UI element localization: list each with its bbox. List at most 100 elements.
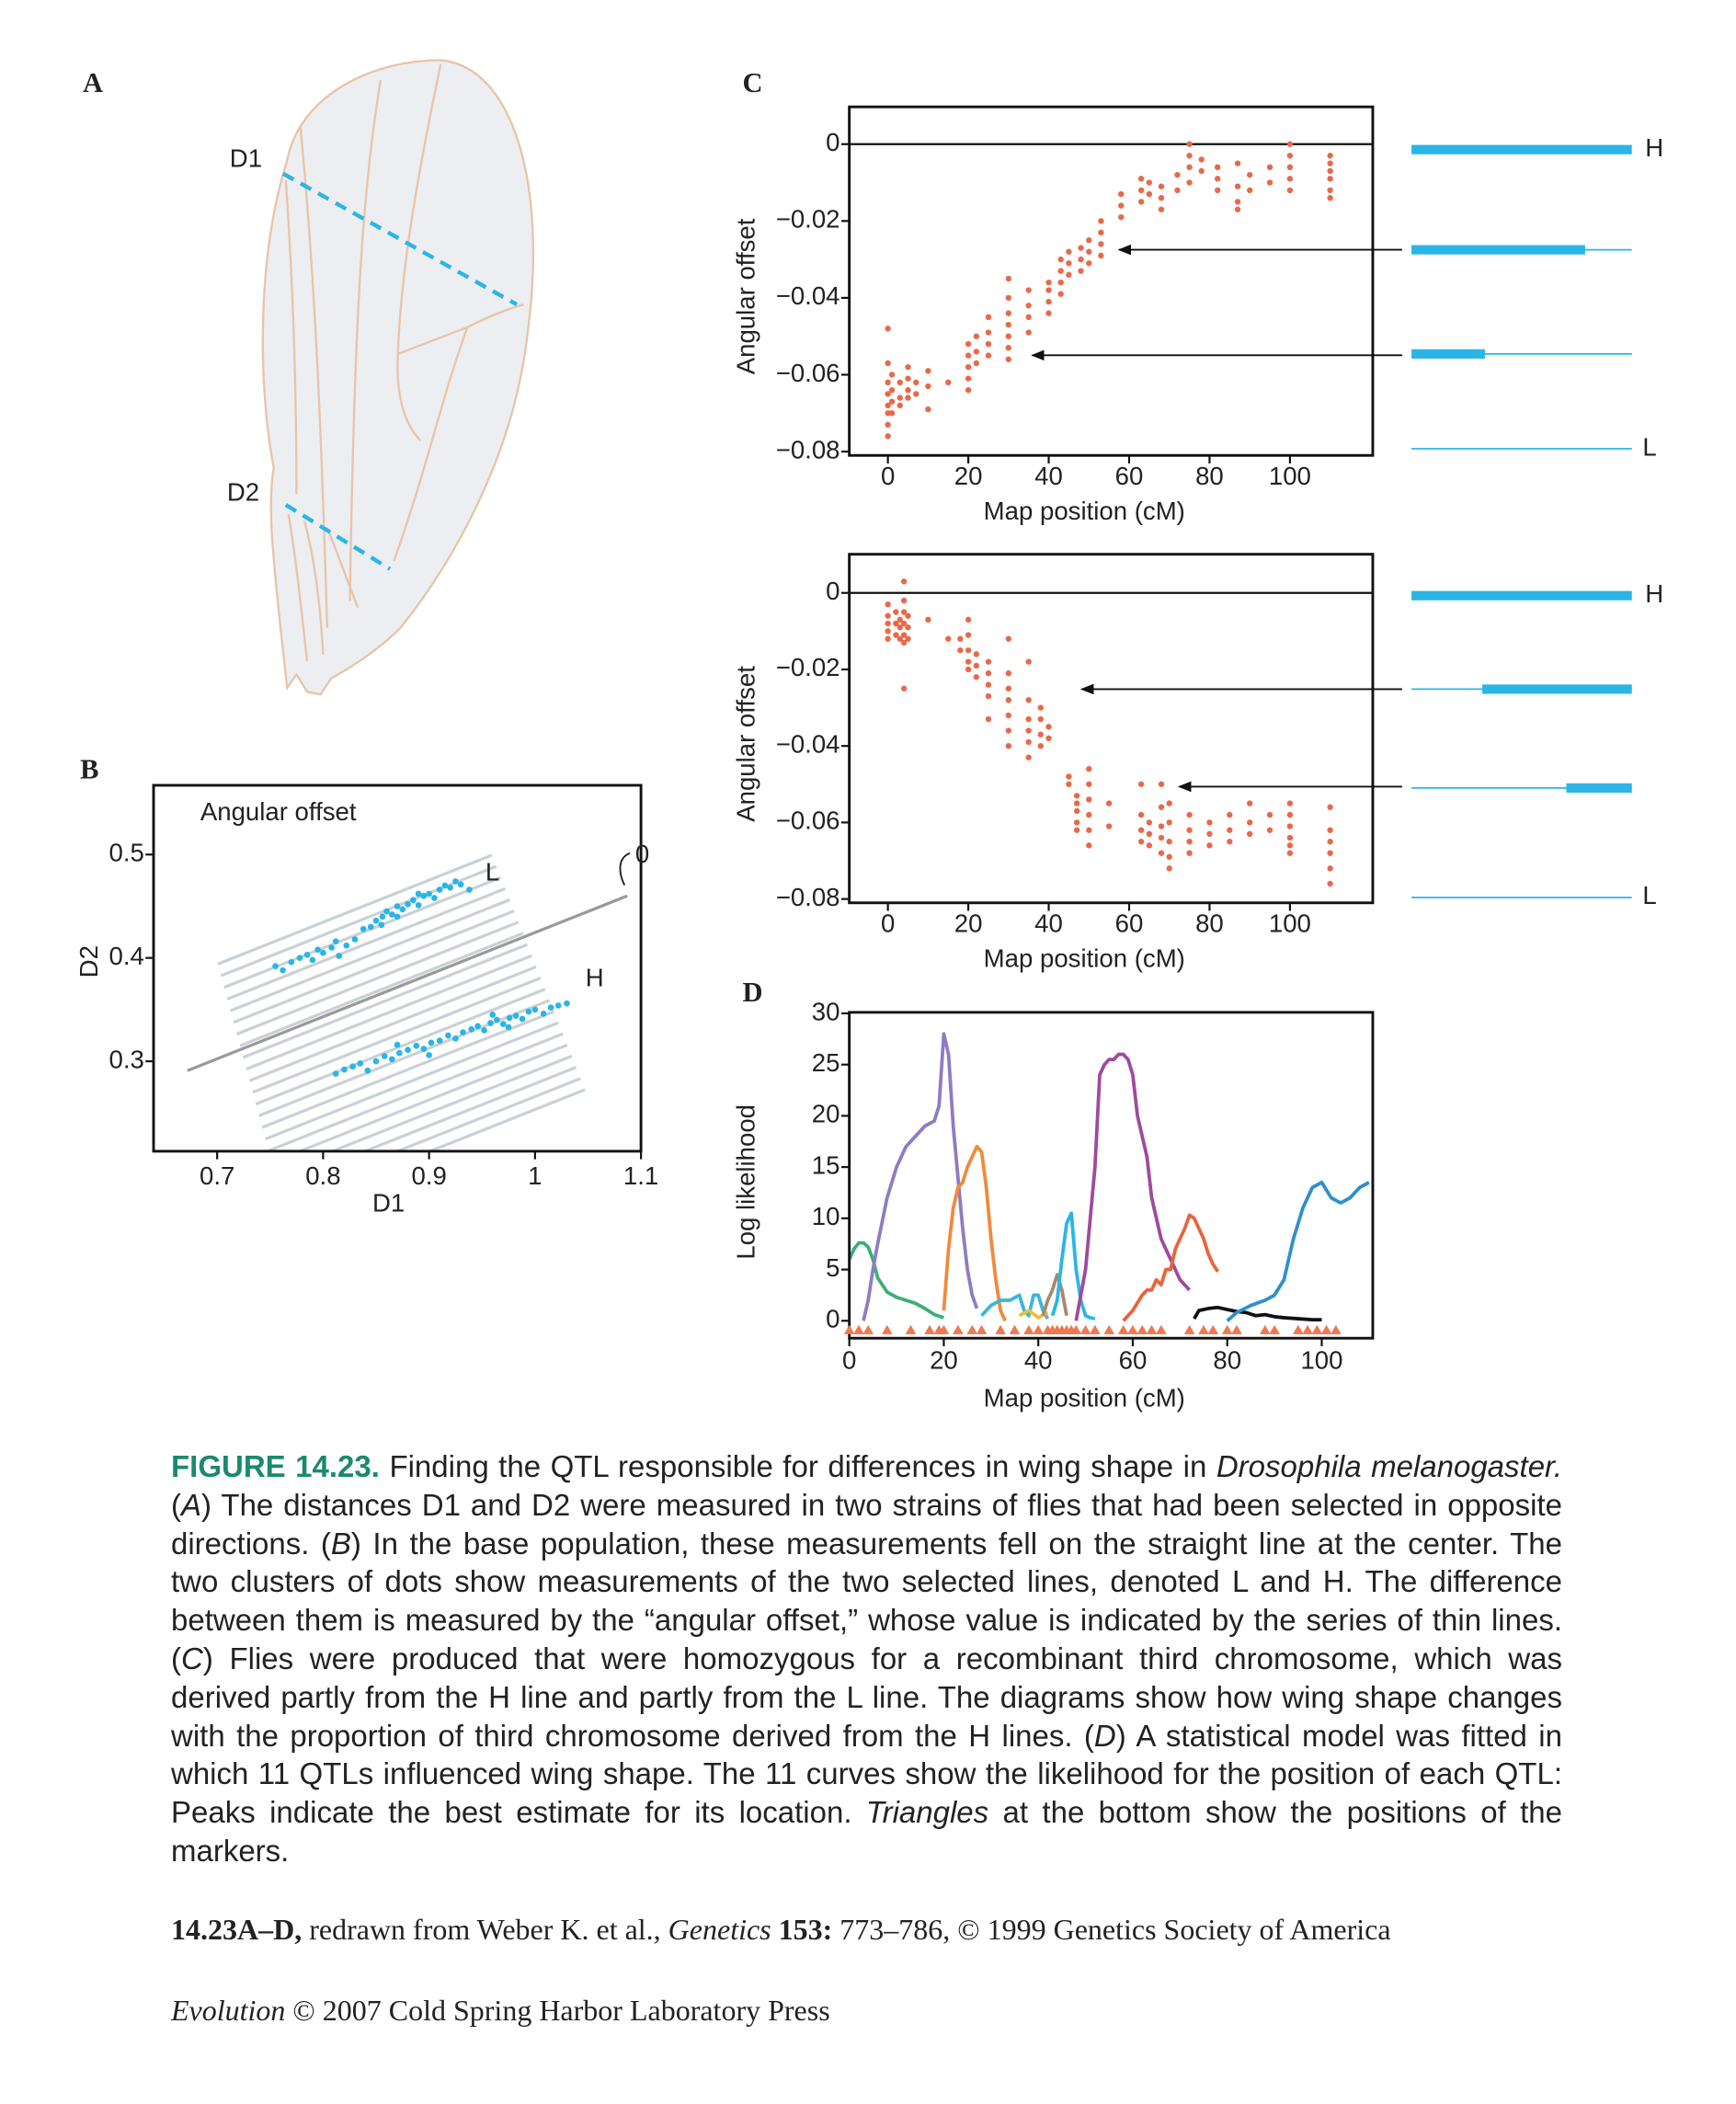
data-point	[900, 632, 908, 638]
data-point	[1266, 164, 1273, 171]
data-point	[505, 1023, 512, 1031]
data-point	[1005, 685, 1012, 692]
data-point	[1158, 195, 1165, 201]
marker-triangle	[1146, 1324, 1158, 1334]
data-point	[1327, 839, 1333, 845]
data-point	[1025, 658, 1032, 665]
marker-triangle	[924, 1324, 935, 1334]
data-point	[897, 624, 903, 631]
data-point	[372, 1058, 380, 1065]
marker-triangle	[843, 1324, 855, 1334]
data-point	[499, 1021, 507, 1027]
footer: Evolution © 2007 Cold Spring Harbor Labo…	[171, 1994, 830, 2028]
data-point	[1234, 206, 1241, 212]
offset-stripe	[265, 1021, 559, 1141]
data-point	[1266, 811, 1273, 818]
chromosome-diagram: HL	[1031, 133, 1663, 461]
data-point	[985, 314, 992, 320]
data-point	[332, 1070, 339, 1077]
data-point	[1158, 781, 1165, 787]
chart: 0 20 40 60 80 100 0 5 10 15 20 25 30 Map position (cM…	[732, 997, 1375, 1412]
data-point	[349, 1063, 357, 1070]
data-point	[413, 1042, 420, 1049]
x-tick-label: 60	[1115, 462, 1144, 490]
data-point	[1286, 153, 1294, 159]
y-tick-label: 0	[826, 1305, 839, 1333]
data-point	[426, 1052, 432, 1058]
x-tick-label: 100	[1300, 1346, 1342, 1375]
data-point	[1045, 735, 1052, 742]
data-point	[888, 398, 896, 405]
data-point	[1146, 842, 1153, 849]
data-point	[1073, 793, 1080, 799]
data-point	[900, 620, 908, 627]
data-point	[985, 692, 992, 700]
data-point	[905, 624, 911, 631]
data-point	[885, 433, 891, 440]
marker-triangle	[1311, 1324, 1323, 1334]
data-point	[1037, 715, 1044, 723]
series-label: 0	[635, 840, 649, 868]
offset-stripe	[258, 999, 551, 1117]
offset-stripe	[223, 875, 502, 989]
series-line	[1193, 1305, 1322, 1322]
credit-text: 14.23A–D,	[171, 1913, 303, 1946]
y-axis-label: D2	[74, 945, 103, 978]
data-point	[1286, 187, 1294, 194]
y-tick-label: 0.4	[109, 942, 144, 970]
data-point	[1246, 187, 1253, 194]
panel-label: A	[83, 67, 103, 98]
data-point	[399, 906, 406, 913]
data-point	[487, 1020, 494, 1026]
offset-stripe	[295, 1043, 568, 1151]
marker-triangle	[905, 1324, 917, 1334]
x-tick-label: 0.9	[411, 1161, 446, 1190]
caption-text: Drosophila melanogaster.	[1216, 1449, 1562, 1483]
marker-triangle	[1127, 1324, 1138, 1334]
series-line	[187, 894, 628, 1072]
data-point	[965, 387, 972, 394]
data-point	[1086, 260, 1092, 267]
panel-label: B	[80, 753, 98, 784]
y-tick-label: 25	[812, 1048, 840, 1077]
data-point	[1005, 333, 1012, 339]
data-point	[381, 1053, 388, 1059]
data-point	[410, 897, 417, 904]
data-point	[1066, 271, 1072, 279]
marker-triangle	[853, 1324, 864, 1334]
y-axis-label: Angular offset	[732, 666, 760, 822]
data-point	[1327, 176, 1333, 182]
data-point	[388, 911, 395, 918]
marker-triangle	[1103, 1324, 1115, 1334]
data-point	[1174, 187, 1181, 194]
data-point	[1105, 800, 1113, 806]
data-point	[1166, 865, 1172, 872]
data-point	[1073, 807, 1080, 815]
data-point	[378, 921, 385, 929]
wing-vein	[287, 513, 360, 662]
data-point	[1146, 179, 1153, 186]
data-point	[1186, 839, 1193, 845]
data-point	[1057, 268, 1064, 274]
offset-stripe	[242, 943, 529, 1059]
marker-triangle	[1183, 1324, 1195, 1334]
data-point	[1073, 819, 1080, 826]
data-point	[888, 387, 896, 394]
offset-stripe	[328, 1055, 573, 1151]
marker-triangle	[1231, 1324, 1242, 1334]
data-point	[1146, 819, 1153, 826]
data-point	[1137, 839, 1145, 845]
y-tick-label: 0	[826, 128, 839, 156]
data-point	[1327, 865, 1333, 872]
offset-stripe	[246, 954, 532, 1071]
data-point	[1066, 781, 1072, 787]
data-point	[965, 658, 972, 665]
credit: 14.23A–D, redrawn from Weber K. et al., …	[171, 1913, 1391, 1947]
h-segment	[1411, 349, 1485, 359]
data-point	[1037, 704, 1044, 711]
data-point	[1186, 153, 1193, 159]
y-tick-label: 0.5	[109, 839, 144, 867]
x-tick-label: 1.1	[623, 1161, 658, 1190]
x-tick-label: 40	[1024, 1346, 1053, 1375]
data-point	[481, 1027, 487, 1034]
